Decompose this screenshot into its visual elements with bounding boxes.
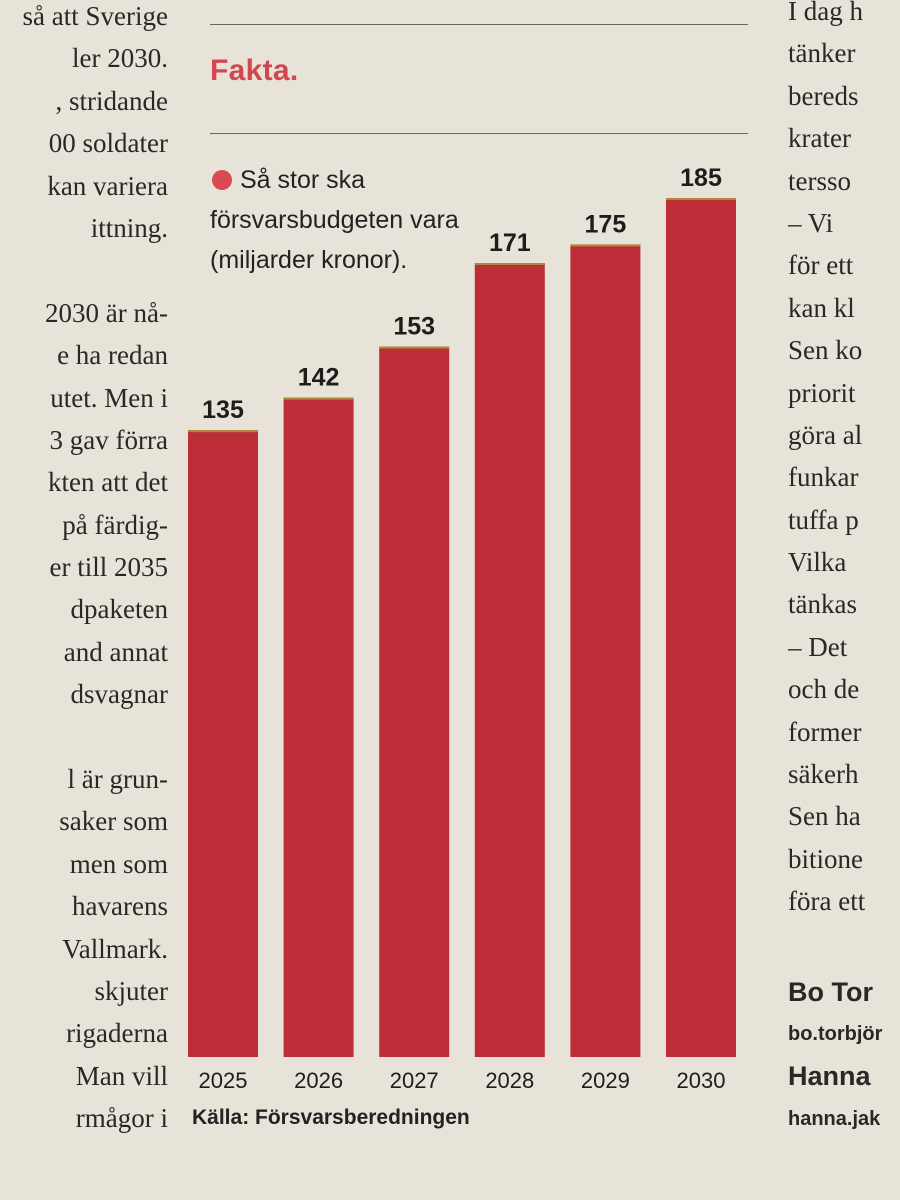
factbox-heading: Fakta.	[210, 54, 299, 87]
right-column-line: former	[788, 716, 862, 747]
x-tick-label: 2028	[485, 1068, 534, 1093]
left-column-line: havarens	[72, 891, 168, 922]
right-column-line: bereds	[788, 80, 859, 111]
left-column-line: , stridande	[55, 85, 168, 116]
right-column-line: säkerh	[788, 759, 859, 790]
right-column-line: tersso	[788, 165, 851, 196]
right-column-line: föra ett	[788, 886, 866, 917]
right-article-column: I dag h tänker bereds krater tersso – Vi för e…	[788, 0, 900, 1140]
chart-legend: Så stor ska försvarsbudgeten vara (milja…	[210, 160, 480, 280]
left-column-line: så att Sverige	[22, 1, 168, 31]
data-label: 142	[298, 364, 340, 392]
byline-name: Hanna	[788, 1061, 871, 1092]
left-column-line: l är grun-	[67, 764, 168, 795]
left-column-line: kten att det	[48, 467, 168, 498]
data-label: 135	[202, 396, 244, 424]
left-column-line: ittning.	[90, 212, 168, 243]
right-column-line: tänker	[788, 38, 856, 69]
right-column-line: Sen ha	[788, 801, 861, 832]
legend-dot-icon	[212, 170, 232, 190]
right-column-line: tänkas	[788, 589, 857, 620]
byline-name: Bo Tor	[788, 976, 873, 1007]
data-label: 175	[585, 210, 627, 238]
left-column-line: rmågor i	[75, 1103, 168, 1134]
bar-top-edge	[570, 244, 641, 247]
left-column-line: rigaderna	[66, 1018, 168, 1049]
right-column-line: tuffa p	[788, 504, 859, 535]
right-column-line: funkar	[788, 462, 859, 493]
x-tick-label: 2026	[294, 1068, 343, 1093]
data-label: 153	[393, 313, 435, 341]
byline-email: bo.torbjör	[788, 1022, 883, 1045]
left-column-line: skjuter	[94, 975, 169, 1006]
left-column-line: and annat	[63, 636, 168, 667]
left-column-line: men som	[69, 848, 168, 879]
bar-top-edge	[188, 430, 258, 433]
bar-2026	[283, 397, 354, 1058]
bar-top-edge	[379, 346, 450, 349]
x-tick-label: 2030	[677, 1068, 726, 1093]
right-column-line: kan kl	[788, 292, 855, 323]
right-column-line: Sen ko	[788, 335, 863, 366]
bar-2029	[570, 244, 641, 1057]
bar-top-edge	[283, 397, 354, 400]
data-label: 185	[680, 164, 722, 192]
byline-email: hanna.jak	[788, 1107, 881, 1130]
left-column-line: e ha redan	[57, 340, 168, 371]
bar-2028	[474, 263, 545, 1058]
right-column-line: – Vi	[788, 207, 834, 238]
right-column-line: – Det	[788, 631, 848, 662]
left-column-line: 3 gav förra	[49, 424, 168, 455]
bar-2025	[188, 430, 258, 1057]
bar-top-edge	[474, 263, 545, 266]
right-column-line: göra al	[788, 419, 863, 450]
left-column-line: dpaketen	[70, 594, 168, 625]
right-column-line: krater	[788, 123, 851, 154]
left-column-line: Vallmark.	[62, 933, 168, 964]
bar-2030	[666, 198, 736, 1057]
left-column-line: Man vill	[75, 1060, 168, 1091]
right-column-line: bitione	[788, 843, 863, 874]
chart-source: Källa: Försvarsberedningen	[192, 1106, 470, 1129]
heading-rule	[210, 133, 748, 134]
x-tick-label: 2027	[390, 1068, 439, 1093]
left-column-line: saker som	[59, 806, 168, 837]
legend-text: Så stor ska försvarsbudgeten vara (milja…	[210, 166, 459, 274]
right-column-line: I dag h	[788, 0, 863, 26]
bar-top-edge	[666, 198, 736, 200]
left-column-line: dsvagnar	[70, 679, 168, 710]
data-label: 171	[489, 229, 531, 257]
bar-2027	[379, 346, 450, 1058]
top-rule	[210, 24, 748, 25]
left-column-line: utet. Men i	[50, 382, 168, 413]
left-article-column: så att Sverige ler 2030. , stridande 00 sol…	[0, 0, 168, 1140]
left-column-line: er till 2035	[49, 552, 168, 583]
left-column-line: på färdig-	[62, 509, 168, 540]
left-column-line: ler 2030.	[72, 43, 168, 74]
right-column-line: och de	[788, 674, 860, 705]
right-column-line: Vilka	[788, 547, 847, 578]
right-column-line: priorit	[788, 377, 856, 408]
left-column-line: 00 soldater	[48, 128, 168, 159]
x-tick-label: 2029	[581, 1068, 630, 1093]
x-tick-label: 2025	[199, 1068, 248, 1093]
left-column-line: 2030 är nå-	[45, 297, 168, 328]
right-column-line: för ett	[788, 250, 854, 281]
left-column-line: kan variera	[47, 170, 168, 201]
